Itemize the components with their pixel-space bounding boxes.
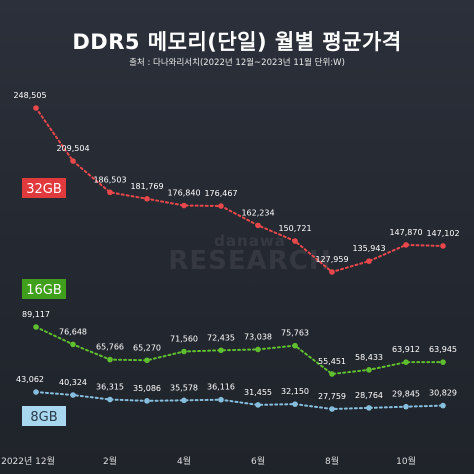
x-tick-label-2: 4월	[177, 455, 191, 467]
data-point-32GB-9	[366, 258, 372, 264]
data-label-16GB-3: 65,270	[133, 343, 161, 352]
data-label-8GB-9: 28,764	[355, 391, 383, 400]
data-point-16GB-0	[33, 324, 39, 330]
data-label-16GB-5: 72,435	[207, 333, 235, 342]
data-label-8GB-8: 27,759	[318, 392, 346, 401]
data-point-32GB-10	[403, 242, 409, 248]
data-label-16GB-4: 71,560	[170, 335, 198, 344]
data-point-8GB-6	[255, 402, 261, 408]
data-point-32GB-1	[70, 158, 76, 164]
data-point-32GB-11	[440, 243, 446, 249]
data-point-16GB-3	[144, 357, 150, 364]
x-tick-label-0: 2022년 12월	[1, 455, 55, 467]
data-label-32GB-6: 162,234	[241, 208, 274, 217]
data-point-16GB-4	[181, 348, 187, 355]
data-point-16GB-1	[70, 341, 76, 348]
data-point-16GB-11	[440, 359, 446, 365]
data-point-16GB-10	[403, 359, 409, 365]
data-point-8GB-9	[366, 405, 372, 411]
data-point-16GB-6	[255, 346, 261, 353]
data-label-16GB-10: 63,912	[392, 345, 420, 354]
x-tick-label-1: 2월	[103, 455, 117, 467]
data-point-32GB-3	[144, 195, 150, 202]
data-label-32GB-7: 150,721	[278, 224, 311, 233]
data-point-32GB-7	[292, 238, 298, 244]
data-label-16GB-0: 89,117	[22, 310, 50, 319]
data-point-16GB-5	[218, 347, 224, 354]
data-label-32GB-9: 135,943	[352, 244, 385, 253]
data-point-8GB-5	[218, 396, 224, 403]
watermark: danawa RESEARCH	[150, 232, 350, 276]
data-label-16GB-6: 73,038	[244, 332, 272, 341]
series-line-16GB	[35, 326, 444, 376]
data-label-8GB-1: 40,324	[59, 378, 87, 387]
data-label-32GB-2: 186,503	[93, 175, 126, 184]
chart-title: DDR5 메모리(단일) 월별 평균가격	[72, 30, 402, 54]
data-label-32GB-1: 209,504	[56, 144, 89, 153]
chart-subtitle: 출처 : 다나와리서치(2022년 12월~2023년 11월 단위:W)	[129, 58, 345, 68]
series-name-16GB: 16GB	[26, 283, 62, 298]
data-label-32GB-3: 181,769	[130, 182, 163, 191]
data-point-8GB-11	[440, 402, 446, 409]
data-label-8GB-3: 35,086	[133, 384, 161, 393]
data-label-32GB-5: 176,467	[204, 189, 237, 198]
data-point-32GB-4	[181, 202, 187, 209]
data-label-16GB-7: 75,763	[281, 329, 309, 338]
data-label-16GB-9: 58,433	[355, 353, 383, 362]
data-label-8GB-10: 29,845	[392, 390, 420, 399]
x-tick-label-3: 6월	[251, 455, 265, 467]
data-label-16GB-1: 76,648	[59, 327, 87, 336]
series-name-8GB: 8GB	[30, 410, 57, 425]
data-label-8GB-7: 32,150	[281, 387, 309, 396]
data-label-32GB-10: 147,870	[389, 228, 422, 237]
watermark-line2: RESEARCH	[168, 246, 332, 276]
data-point-16GB-7	[292, 342, 298, 349]
series-name-32GB: 32GB	[26, 182, 62, 197]
data-label-32GB-0: 248,505	[13, 91, 46, 100]
data-label-32GB-11: 147,102	[426, 229, 459, 238]
data-point-8GB-1	[70, 392, 76, 398]
data-point-32GB-6	[255, 222, 261, 229]
series-line-32GB	[35, 107, 444, 274]
data-point-8GB-3	[144, 398, 150, 404]
series-box-32GB	[22, 178, 66, 198]
data-point-8GB-2	[107, 396, 113, 403]
data-label-8GB-6: 31,455	[244, 388, 272, 397]
data-label-32GB-4: 176,840	[167, 188, 200, 197]
data-label-8GB-4: 35,578	[170, 383, 198, 392]
data-point-32GB-8	[329, 269, 335, 275]
data-label-32GB-8: 127,959	[315, 255, 348, 264]
series-line-8GB	[35, 391, 444, 411]
data-point-8GB-7	[292, 401, 298, 407]
data-label-8GB-2: 36,315	[96, 382, 124, 391]
data-point-32GB-2	[107, 189, 113, 196]
data-label-16GB-2: 65,766	[96, 343, 124, 352]
data-point-16GB-8	[329, 371, 335, 377]
data-point-16GB-9	[366, 367, 372, 373]
data-label-16GB-11: 63,945	[429, 345, 457, 354]
data-point-32GB-5	[218, 203, 224, 209]
data-point-32GB-0	[33, 105, 39, 111]
data-point-8GB-4	[181, 397, 187, 404]
series-box-16GB	[22, 279, 66, 299]
x-tick-label-5: 10월	[396, 455, 416, 467]
series-box-8GB	[22, 406, 66, 426]
data-point-8GB-10	[403, 403, 409, 410]
data-point-8GB-8	[329, 406, 335, 412]
x-tick-label-4: 8월	[325, 455, 339, 467]
data-label-8GB-5: 36,116	[207, 383, 235, 392]
data-label-8GB-11: 30,829	[429, 389, 457, 398]
data-label-16GB-8: 55,451	[318, 357, 346, 366]
data-point-8GB-0	[33, 389, 39, 395]
data-label-8GB-0: 43,062	[16, 375, 44, 384]
data-point-16GB-2	[107, 356, 113, 363]
watermark-line1: danawa	[214, 232, 286, 250]
